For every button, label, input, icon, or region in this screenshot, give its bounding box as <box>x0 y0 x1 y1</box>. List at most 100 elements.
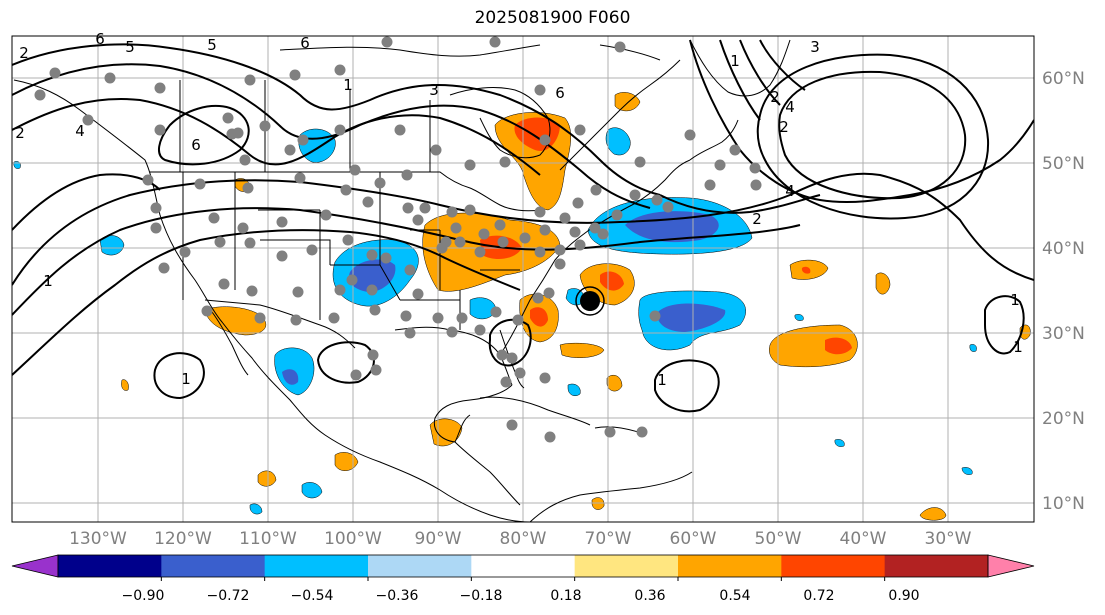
station-dot <box>208 212 220 224</box>
lon-label: 100°W <box>324 529 382 549</box>
station-dot <box>349 164 361 176</box>
longitude-labels: 130°W 120°W 110°W 100°W 90°W 80°W 70°W 6… <box>69 529 972 549</box>
contour-label: 4 <box>785 182 795 200</box>
station-dot <box>539 134 551 146</box>
station-dot <box>704 179 716 191</box>
contour-label: 1 <box>181 370 191 388</box>
station-dot <box>597 228 609 240</box>
station-dot <box>539 372 551 384</box>
station-dot <box>276 250 288 262</box>
station-dot <box>532 292 544 304</box>
colorbar-segment <box>884 555 989 577</box>
station-dot <box>450 222 462 234</box>
positive-area-atlantic-small-1-core <box>801 266 811 274</box>
positive-area-atlantic-east <box>769 324 858 368</box>
contour-label: 2 <box>15 124 25 142</box>
station-dot <box>150 222 162 234</box>
contour-label: 3 <box>810 38 820 56</box>
contour-southeast-ring <box>488 318 532 367</box>
colorbar-extend-low <box>11 554 59 578</box>
map-frame <box>11 35 1035 523</box>
lat-label: 60°N <box>1042 69 1085 89</box>
station-dot <box>320 209 332 221</box>
negative-area-small-6 <box>969 344 977 352</box>
negative-area-small-7 <box>13 161 21 169</box>
station-dot <box>82 114 94 126</box>
station-dot <box>446 326 458 338</box>
contour-label: 2 <box>19 44 29 62</box>
colorbar <box>11 554 1035 581</box>
negative-area-mexico-core <box>282 369 299 385</box>
contour-label: 2 <box>752 210 762 228</box>
storm-marker <box>580 291 600 311</box>
station-dot <box>589 222 601 234</box>
station-dot <box>412 288 424 300</box>
station-dot <box>194 178 206 190</box>
contour-east-lines <box>689 39 1034 204</box>
contour-northeast-ring-outer <box>756 53 990 220</box>
lon-label: 90°W <box>415 529 462 549</box>
lon-label: 30°W <box>925 529 972 549</box>
station-dot <box>374 177 386 189</box>
coast-greenland <box>689 39 791 97</box>
station-dot <box>590 184 602 196</box>
station-dots <box>34 36 762 443</box>
station-dot <box>506 419 518 431</box>
station-dot <box>142 174 154 186</box>
contour-lines <box>12 39 1034 413</box>
station-dot <box>500 376 512 388</box>
contour-east-lines-2 <box>719 39 806 121</box>
contour-band-1 <box>12 172 1034 286</box>
colorbar-tick-labels: −0.90 −0.72 −0.54 −0.36 −0.18 0.18 0.36 … <box>122 588 920 604</box>
station-dot <box>201 305 213 317</box>
colorbar-segment <box>678 555 782 577</box>
station-dot <box>179 246 191 258</box>
border-us-mexico <box>204 299 356 349</box>
station-dot <box>649 310 661 322</box>
station-dot <box>150 202 162 214</box>
station-dot <box>402 202 414 214</box>
colorbar-segment <box>161 555 266 577</box>
station-dot <box>350 369 362 381</box>
station-dot <box>366 284 378 296</box>
station-dot <box>259 120 271 132</box>
station-dot <box>294 172 306 184</box>
station-dot <box>629 189 641 201</box>
station-dot <box>369 304 381 316</box>
station-dot <box>222 112 234 124</box>
station-dot <box>290 314 302 326</box>
negative-area-atlantic-north-core <box>625 211 719 243</box>
contour-east-ring-small <box>984 295 1025 355</box>
station-dot <box>729 144 741 156</box>
station-dot <box>464 159 476 171</box>
positive-area-pacific-tiny <box>121 379 129 391</box>
contour-label: 1 <box>657 371 667 389</box>
station-dot <box>749 162 761 174</box>
station-dot <box>534 84 546 96</box>
lon-label: 40°W <box>840 529 887 549</box>
coast-south-america <box>529 471 693 522</box>
station-dot <box>446 206 458 218</box>
positive-area-southeast-core <box>530 307 548 327</box>
coast-canada-east <box>559 59 739 171</box>
station-dot <box>534 206 546 218</box>
contour-label: 6 <box>300 34 310 52</box>
storm-marker-ring <box>575 286 605 316</box>
positive-area-mexico-west <box>204 306 267 336</box>
map-title: 2025081900 F060 <box>474 8 631 28</box>
station-dot <box>366 249 378 261</box>
contour-label: 1 <box>343 76 353 94</box>
station-dot <box>394 124 406 136</box>
station-dot <box>401 169 413 181</box>
negative-area-plains-core <box>348 259 396 292</box>
colorbar-segment <box>264 555 369 577</box>
contour-north-1 <box>12 43 661 196</box>
station-dot <box>276 216 288 228</box>
station-dot <box>158 262 170 274</box>
coast-hispaniola <box>594 426 639 433</box>
contour-east-lines-3 <box>659 194 821 214</box>
contour-mexico-ring <box>153 352 205 400</box>
colorbar-tick-label: −0.36 <box>376 588 419 604</box>
station-dot <box>328 312 340 324</box>
station-dot <box>574 124 586 136</box>
